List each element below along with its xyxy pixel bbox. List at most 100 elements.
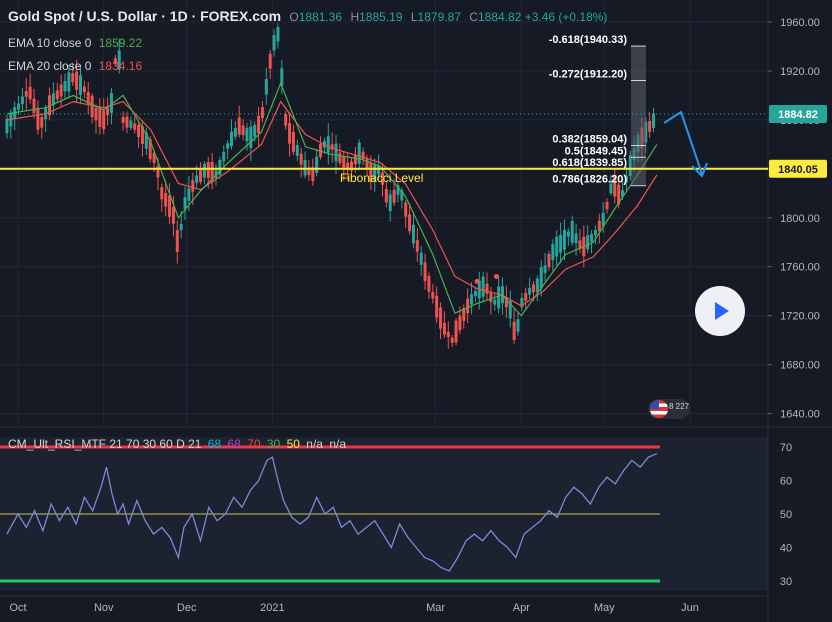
open-label: O [289, 10, 299, 24]
candle-body [543, 265, 547, 273]
candle-body [574, 233, 578, 244]
price-axis[interactable]: 1960.001920.001880.001840.001800.001760.… [768, 17, 820, 421]
candle-body [36, 107, 40, 130]
time-tick-label: Apr [513, 602, 530, 614]
candle-body [226, 143, 230, 149]
axis-price-label-bg [769, 159, 827, 178]
fib-box[interactable] [631, 46, 646, 186]
candle-body [373, 164, 377, 182]
candle-body [326, 136, 330, 153]
rsi-tick-label: 60 [780, 476, 792, 488]
candle-body [303, 159, 307, 176]
rsi-value-50: 50 [286, 437, 300, 451]
ema-lines [6, 81, 658, 317]
candle-body [446, 331, 450, 337]
time-tick-label: Mar [426, 602, 445, 614]
fib-retracement[interactable]: -0.618(1940.33) -0.272(1912.20) 0.382(1859… [549, 34, 646, 187]
candle-body [86, 92, 90, 104]
candle-body [621, 190, 625, 197]
time-tick-label: Nov [94, 602, 114, 614]
rsi-na-2: n/a [329, 437, 346, 451]
close-value: 1884.82 [477, 10, 522, 24]
candle-body [531, 284, 535, 293]
candle-body [233, 128, 237, 137]
candle-body [384, 189, 388, 203]
candle-body [121, 117, 125, 123]
close-label: C [469, 10, 478, 24]
fibonacci-annotation[interactable]: Fibonacci Level [340, 171, 423, 185]
candle-body [59, 84, 63, 97]
candle-body [82, 86, 86, 92]
candle-body [593, 229, 597, 235]
candle-body [442, 322, 446, 335]
time-tick-label: May [594, 602, 615, 614]
projection-path[interactable] [663, 110, 703, 175]
candle-body [377, 165, 381, 175]
candle-body [295, 145, 299, 156]
candle-body [171, 206, 175, 224]
candle-body [528, 287, 532, 295]
rsi-value-68b: 68 [227, 437, 241, 451]
candle-body [651, 113, 655, 129]
candle-body [489, 292, 493, 302]
ema10-line [6, 81, 658, 317]
candle-body [380, 172, 384, 185]
rsi-na-1: n/a [306, 437, 323, 451]
candle-body [353, 155, 357, 165]
play-button[interactable] [695, 286, 745, 336]
candle-body [338, 152, 342, 163]
candle-body [648, 121, 652, 132]
axis-price-label: 1884.82 [778, 109, 818, 121]
candle-body [175, 230, 179, 252]
candle-body [106, 107, 110, 116]
axis-price-label-bg [769, 105, 827, 124]
candle-body [253, 124, 257, 137]
candle-body [268, 53, 272, 69]
time-axis[interactable]: Oct Nov Dec 2021 Mar Apr May Jun [9, 602, 698, 614]
horizontal-lines[interactable]: Fibonacci Level [0, 113, 768, 185]
candle-body [605, 202, 609, 210]
projection-arrow[interactable] [663, 110, 708, 178]
symbol-title[interactable]: Gold Spot / U.S. Dollar · 1D · FOREX.com [8, 8, 282, 24]
candle-body [350, 161, 354, 171]
signal-dot [493, 274, 499, 280]
candle-body [547, 254, 551, 268]
candle-body [32, 98, 36, 113]
candle-body [586, 235, 590, 250]
candle-body [241, 125, 245, 136]
rsi-tick-label: 40 [780, 542, 792, 554]
candle-body [299, 153, 303, 165]
candle-body [218, 159, 222, 175]
candle-body [357, 142, 361, 164]
candle-body [473, 291, 477, 297]
ema10-label: EMA 10 close 0 [8, 36, 92, 50]
change-value: +3.46 (+0.18%) [524, 10, 608, 24]
rsi-label: CM_Ult_RSI_MTF 21 70 30 60 D 21 [8, 437, 202, 451]
candle-body [75, 71, 79, 90]
rsi-tick-label: 70 [780, 442, 792, 454]
candle-body [191, 180, 195, 192]
candle-body [187, 188, 191, 201]
rsi-value-70: 70 [247, 437, 261, 451]
candle-body [466, 298, 470, 314]
flag-badge[interactable]: 8 227 [648, 399, 690, 419]
candle-body [365, 158, 369, 170]
candle-body [613, 175, 617, 197]
price-tick-label: 1640.00 [780, 409, 820, 421]
candle-body [617, 184, 621, 205]
candle-body [435, 295, 439, 318]
candle-body [624, 175, 628, 183]
rsi-legend[interactable]: CM_Ult_RSI_MTF 21 70 30 60 D 21 68 68 70… [8, 437, 346, 451]
ema10-legend[interactable]: EMA 10 close 0 1859.22 [8, 36, 142, 50]
ema20-legend[interactable]: EMA 20 close 0 1834.16 [8, 59, 142, 73]
candle-body [164, 193, 168, 207]
candle-body [551, 243, 555, 261]
candle-body [470, 294, 474, 305]
candle-body [307, 167, 311, 176]
candle-body [462, 307, 466, 321]
rsi-tick-label: 30 [780, 576, 792, 588]
candle-body [431, 292, 435, 299]
axis-price-label: 1840.05 [778, 164, 818, 176]
rsi-tick-label: 50 [780, 509, 792, 521]
